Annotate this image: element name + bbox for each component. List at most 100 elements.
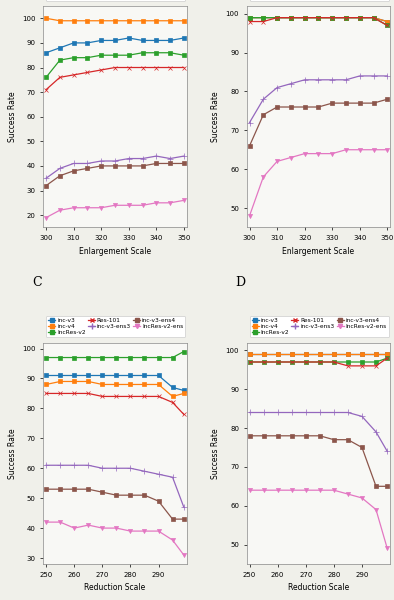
inc-v3 [170, 384, 175, 391]
IncRes-v2 [85, 54, 90, 61]
inc-v3-ens4 [371, 100, 376, 107]
Line: inc-v4: inc-v4 [247, 16, 389, 23]
inc-v3-ens4 [44, 182, 48, 189]
inc-v3 [385, 350, 390, 358]
Line: IncRes-v2-ens: IncRes-v2-ens [44, 198, 186, 220]
inc-v3 [289, 350, 294, 358]
IncRes-v2-ens [360, 494, 364, 502]
Res-101 [182, 64, 186, 71]
Line: IncRes-v2-ens: IncRes-v2-ens [44, 520, 186, 557]
IncRes-v2 [58, 354, 63, 361]
IncRes-v2-ens [156, 527, 161, 535]
X-axis label: Enlargement Scale: Enlargement Scale [79, 247, 151, 256]
inc-v4 [44, 15, 48, 22]
inc-v3-ens3 [142, 467, 147, 475]
inc-v3-ens3 [58, 165, 62, 172]
inc-v3-ens4 [385, 95, 390, 103]
inc-v3 [71, 40, 76, 47]
inc-v3-ens4 [156, 497, 161, 505]
IncRes-v2-ens [86, 521, 91, 529]
Line: IncRes-v2-ens: IncRes-v2-ens [247, 488, 389, 551]
Res-101 [72, 390, 76, 397]
inc-v3-ens3 [289, 409, 294, 416]
IncRes-v2 [140, 49, 145, 56]
IncRes-v2-ens [318, 487, 322, 494]
IncRes-v2-ens [154, 199, 159, 206]
inc-v4 [385, 350, 390, 358]
Res-101 [113, 64, 117, 71]
inc-v3 [126, 34, 131, 41]
Res-101 [71, 71, 76, 79]
inc-v3-ens4 [261, 111, 266, 118]
inc-v3 [331, 350, 336, 358]
inc-v3 [303, 350, 308, 358]
inc-v4 [44, 381, 48, 388]
Res-101 [128, 393, 133, 400]
inc-v3-ens4 [114, 491, 119, 499]
inc-v3-ens4 [302, 103, 307, 110]
inc-v4 [247, 350, 252, 358]
inc-v3-ens3 [182, 152, 186, 160]
inc-v3-ens3 [114, 464, 119, 472]
inc-v3-ens3 [331, 409, 336, 416]
inc-v3 [346, 350, 350, 358]
inc-v3 [385, 18, 390, 25]
Res-101 [44, 86, 48, 93]
Res-101 [58, 74, 62, 81]
inc-v3-ens4 [71, 167, 76, 175]
IncRes-v2 [72, 354, 76, 361]
IncRes-v2-ens [140, 202, 145, 209]
Res-101 [374, 362, 378, 370]
IncRes-v2 [100, 354, 105, 361]
inc-v3-ens3 [302, 76, 307, 83]
Line: inc-v4: inc-v4 [44, 379, 186, 398]
IncRes-v2-ens [126, 202, 131, 209]
IncRes-v2-ens [371, 146, 376, 154]
inc-v3-ens3 [385, 448, 390, 455]
inc-v3 [114, 372, 119, 379]
Text: C: C [32, 276, 41, 289]
Line: inc-v3-ens3: inc-v3-ens3 [247, 410, 390, 454]
IncRes-v2-ens [100, 524, 105, 532]
Res-101 [371, 14, 376, 21]
inc-v4 [113, 17, 117, 25]
IncRes-v2 [128, 354, 133, 361]
inc-v3 [44, 372, 48, 379]
Res-101 [289, 358, 294, 365]
Line: IncRes-v2: IncRes-v2 [247, 16, 389, 28]
Res-101 [99, 67, 104, 74]
inc-v3 [261, 350, 266, 358]
inc-v3-ens3 [128, 464, 133, 472]
IncRes-v2-ens [182, 551, 186, 559]
IncRes-v2 [44, 74, 48, 81]
IncRes-v2 [126, 52, 131, 59]
IncRes-v2-ens [44, 214, 48, 221]
Res-101 [346, 362, 350, 370]
IncRes-v2 [360, 358, 364, 365]
IncRes-v2-ens [247, 487, 252, 494]
IncRes-v2-ens [168, 199, 173, 206]
IncRes-v2-ens [142, 527, 147, 535]
inc-v3-ens3 [58, 461, 63, 469]
inc-v3-ens4 [99, 163, 104, 170]
inc-v3 [318, 350, 322, 358]
X-axis label: Reduction Scale: Reduction Scale [288, 583, 349, 592]
inc-v3 [72, 372, 76, 379]
inc-v4 [360, 350, 364, 358]
inc-v3-ens4 [154, 160, 159, 167]
inc-v3-ens4 [170, 515, 175, 523]
IncRes-v2 [318, 358, 322, 365]
inc-v3-ens3 [247, 119, 252, 126]
inc-v3-ens3 [170, 473, 175, 481]
Legend: inc-v3, inc-v4, IncRes-v2, Res-101, inc-v3-ens3, inc-v3-ens4, IncRes-v2-ens: inc-v3, inc-v4, IncRes-v2, Res-101, inc-… [46, 0, 185, 1]
inc-v3-ens3 [140, 155, 145, 162]
inc-v3-ens3 [316, 76, 321, 83]
inc-v3 [182, 387, 186, 394]
Legend: inc-v3, inc-v4, IncRes-v2, Res-101, inc-v3-ens3, inc-v3-ens4, IncRes-v2-ens: inc-v3, inc-v4, IncRes-v2, Res-101, inc-… [250, 0, 389, 1]
Line: inc-v3-ens4: inc-v3-ens4 [44, 161, 186, 188]
inc-v3-ens4 [142, 491, 147, 499]
Text: D: D [235, 276, 245, 289]
inc-v3-ens3 [371, 73, 376, 80]
inc-v4 [275, 14, 279, 21]
IncRes-v2 [182, 348, 186, 355]
